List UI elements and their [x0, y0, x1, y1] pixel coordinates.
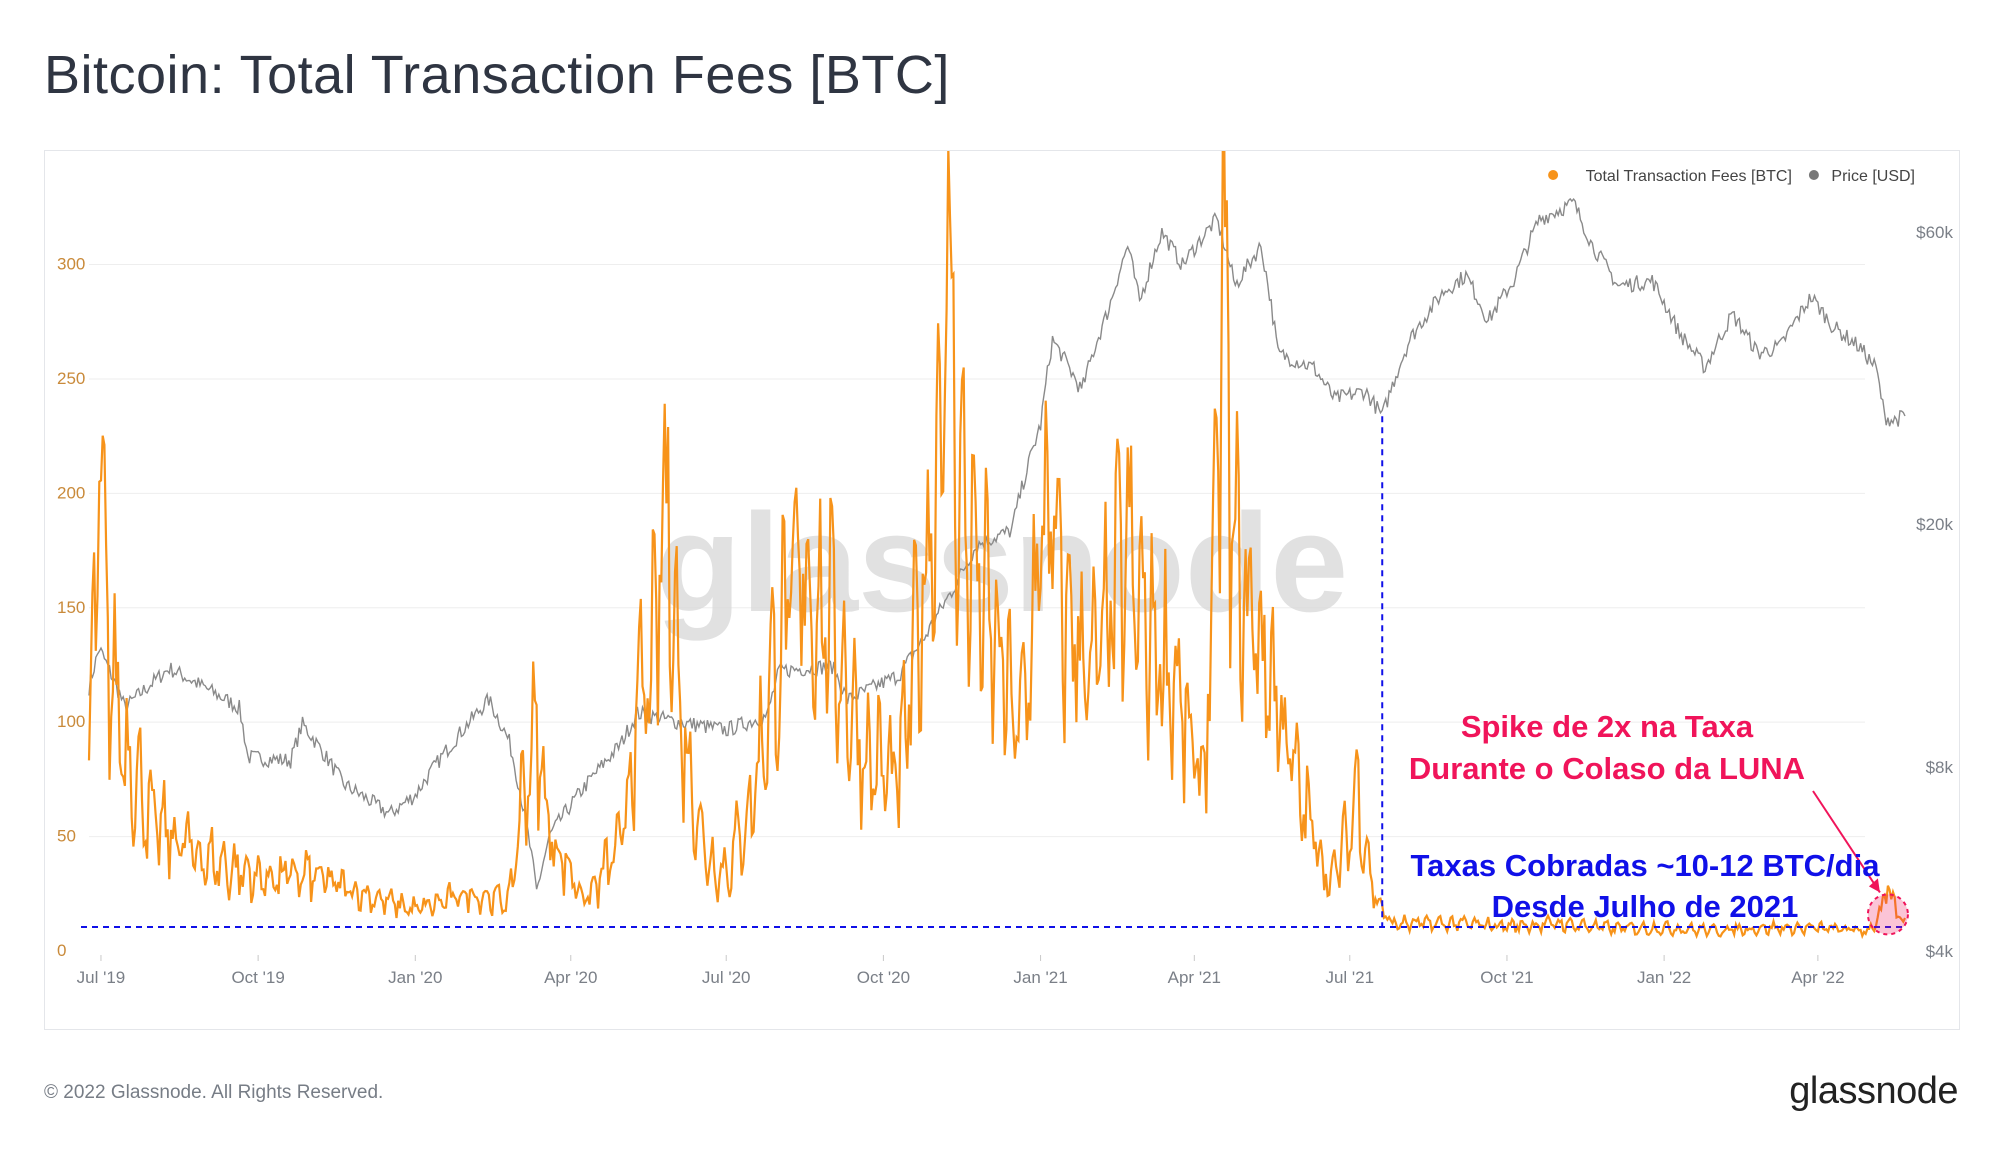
legend-item-label: Total Transaction Fees [BTC] [1586, 168, 1792, 185]
legend-dot [1808, 170, 1819, 180]
chart-frame: glassnode 0 50 100 150 200 250 300 $4k $8k $20k $60… [44, 150, 1960, 1030]
annotation-luna-line-2: Durante o Colaso da LUNA [1409, 751, 1805, 786]
y-left-tick-label: 150 [57, 598, 85, 617]
x-tick-label: Jan '22 [1637, 968, 1691, 987]
glassnode-logo[interactable]: glassnode [1789, 1070, 1958, 1112]
annotation-arrow-head [1868, 878, 1880, 893]
annotation-arrow [1812, 790, 1881, 893]
y-left-tick-label: 100 [57, 712, 85, 731]
footer-copyright: © 2022 Glassnode. All Rights Reserved. [44, 1082, 384, 1103]
x-tick-label: Jan '20 [388, 968, 442, 987]
x-tick-label: Apr '22 [1791, 968, 1844, 987]
x-tick-label: Jul '21 [1325, 968, 1374, 987]
x-tick-label: Oct '21 [1480, 968, 1533, 987]
x-tick-label: Apr '21 [1168, 968, 1221, 987]
annotation-luna-line-1: Spike de 2x na Taxa [1461, 709, 1754, 744]
y-left-tick-label: 300 [57, 255, 85, 274]
x-tick-label: Jul '19 [77, 968, 126, 987]
y-right-tick-label: $20k [1916, 515, 1953, 534]
annotation-fees-line-2: Desde Julho de 2021 [1492, 889, 1799, 924]
x-tick-label: Oct '20 [857, 968, 910, 987]
fees-series-line [87, 151, 1906, 940]
y-left-tick-label: 0 [57, 941, 66, 960]
price-series-line [88, 197, 1906, 890]
chart-svg: glassnode050100150200250300$4k$8k$20k$60… [57, 151, 1954, 987]
page-title: Bitcoin: Total Transaction Fees [BTC] [44, 45, 950, 105]
x-tick-label: Jan '21 [1013, 968, 1067, 987]
y-left-tick-label: 250 [57, 369, 85, 388]
annotation-fees-line-1: Taxas Cobradas ~10-12 BTC/dia [1411, 848, 1881, 883]
y-right-tick-label: $8k [1926, 758, 1954, 777]
x-tick-label: Apr '20 [544, 968, 597, 987]
legend-item-label: Price [USD] [1831, 168, 1915, 185]
legend-dot [1548, 170, 1559, 180]
y-left-tick-label: 200 [57, 483, 85, 502]
y-right-tick-label: $4k [1926, 942, 1954, 961]
x-tick-label: Jul '20 [702, 968, 751, 987]
y-left-tick-label: 50 [57, 827, 76, 846]
x-tick-label: Oct '19 [231, 968, 284, 987]
luna-spike-highlight [1866, 893, 1909, 936]
y-right-tick-label: $60k [1916, 223, 1953, 242]
